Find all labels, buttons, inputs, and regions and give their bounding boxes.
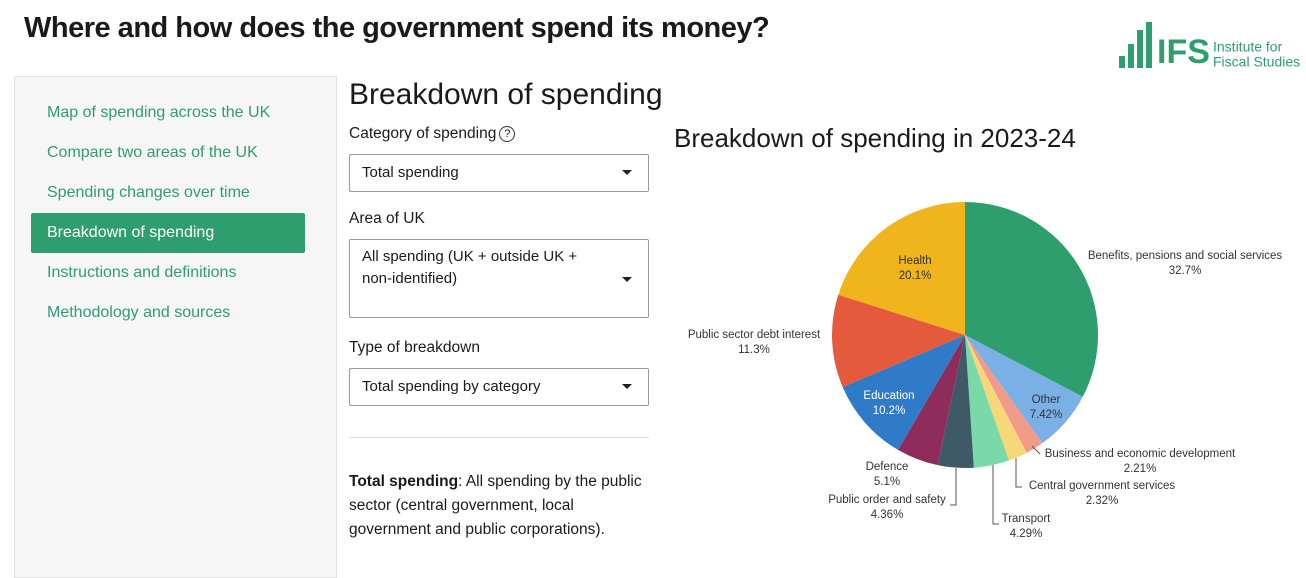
pie-slice: [842, 335, 965, 450]
chart-title: Breakdown of spending in 2023-24: [674, 123, 1076, 153]
slice-label: Education: [863, 390, 914, 402]
dropdown[interactable]: Total spending by category: [349, 368, 649, 406]
slice-label: Other: [1032, 394, 1061, 406]
nav-link[interactable]: Methodology and sources: [47, 304, 231, 321]
dropdown[interactable]: All spending (UK + outside UK + non-iden…: [349, 239, 649, 318]
dropdown-value: All spending (UK + outside UK + non-iden…: [362, 248, 578, 287]
sidebar: Map of spending across the UK Compare tw…: [14, 76, 337, 578]
nav-link[interactable]: Compare two areas of the UK: [47, 144, 258, 161]
slice-label: Defence: [866, 461, 909, 473]
nav-link[interactable]: Spending changes over time: [47, 184, 250, 201]
leader-line: [992, 465, 999, 525]
logo-bar: [1137, 30, 1143, 68]
field-label: Area of UK: [349, 210, 425, 227]
dropdown-caret: [622, 384, 632, 389]
field-label: Type of breakdown: [349, 339, 480, 356]
slice-value-label: 10.2%: [873, 405, 906, 417]
logo: IFS Institute for Fiscal Studies: [1119, 22, 1300, 71]
dropdown-caret: [622, 277, 632, 282]
pie-slice: [965, 335, 1043, 453]
dropdown[interactable]: Total spending: [349, 154, 649, 192]
pie-slice: [965, 335, 1083, 444]
description: Total spending: All spending by the publ…: [349, 470, 645, 542]
field-label-text: Category of spending: [349, 125, 497, 142]
pie-slice: [965, 335, 1009, 468]
slice-label: Health: [898, 255, 931, 267]
logo-name: Fiscal Studies: [1213, 54, 1300, 70]
logo-abbr: IFS: [1157, 33, 1210, 71]
logo-bar: [1119, 56, 1125, 68]
leader-line: [1015, 458, 1022, 488]
nav-link-active[interactable]: Breakdown of spending: [31, 213, 305, 253]
slice-label: Public order and safety: [828, 494, 946, 506]
field-label: Category of spending?: [349, 125, 516, 143]
slice-value-label: 5.1%: [874, 476, 900, 488]
logo-bar: [1128, 44, 1134, 68]
slice-value-label: 32.7%: [1169, 265, 1202, 277]
slice-value-label: 7.42%: [1030, 409, 1063, 421]
dropdown-value: Total spending by category: [362, 378, 541, 395]
dropdown-caret: [622, 170, 632, 175]
dropdown-value: Total spending: [362, 164, 459, 181]
pie-slice: [898, 335, 965, 466]
nav-link[interactable]: Instructions and definitions: [47, 264, 237, 281]
logo-name: Institute for: [1213, 39, 1283, 55]
slice-value-label: 20.1%: [899, 270, 932, 282]
leader-line: [1031, 445, 1041, 455]
help-icon[interactable]: ?: [499, 126, 516, 142]
slice-label: Central government services: [1029, 480, 1176, 492]
pie-slice: [937, 335, 974, 468]
slice-label: Benefits, pensions and social services: [1088, 250, 1283, 262]
pie-slice: [838, 202, 965, 335]
pie-slice: [832, 294, 965, 388]
divider: [349, 437, 649, 438]
slice-label: Public sector debt interest: [688, 329, 821, 341]
slice-label: Transport: [1002, 513, 1052, 525]
slice-value-label: 2.21%: [1124, 463, 1157, 475]
pie-slice: [965, 202, 1098, 397]
slice-label: Business and economic development: [1045, 448, 1236, 460]
page-title: Where and how does the government spend …: [24, 12, 770, 44]
slice-value-label: 4.36%: [871, 509, 904, 521]
pie-slice: [965, 335, 1027, 461]
slice-value-label: 2.32%: [1086, 495, 1119, 507]
nav-link[interactable]: Map of spending across the UK: [47, 104, 271, 121]
description-term: Total spending: [349, 473, 459, 490]
slice-value-label: 4.29%: [1010, 528, 1043, 540]
panel-title: Breakdown of spending: [349, 78, 663, 111]
leader-line: [950, 468, 957, 506]
description-text: : All spending by the public sector (cen…: [349, 473, 642, 538]
logo-bar: [1146, 22, 1152, 68]
slice-value-label: 11.3%: [738, 344, 770, 356]
